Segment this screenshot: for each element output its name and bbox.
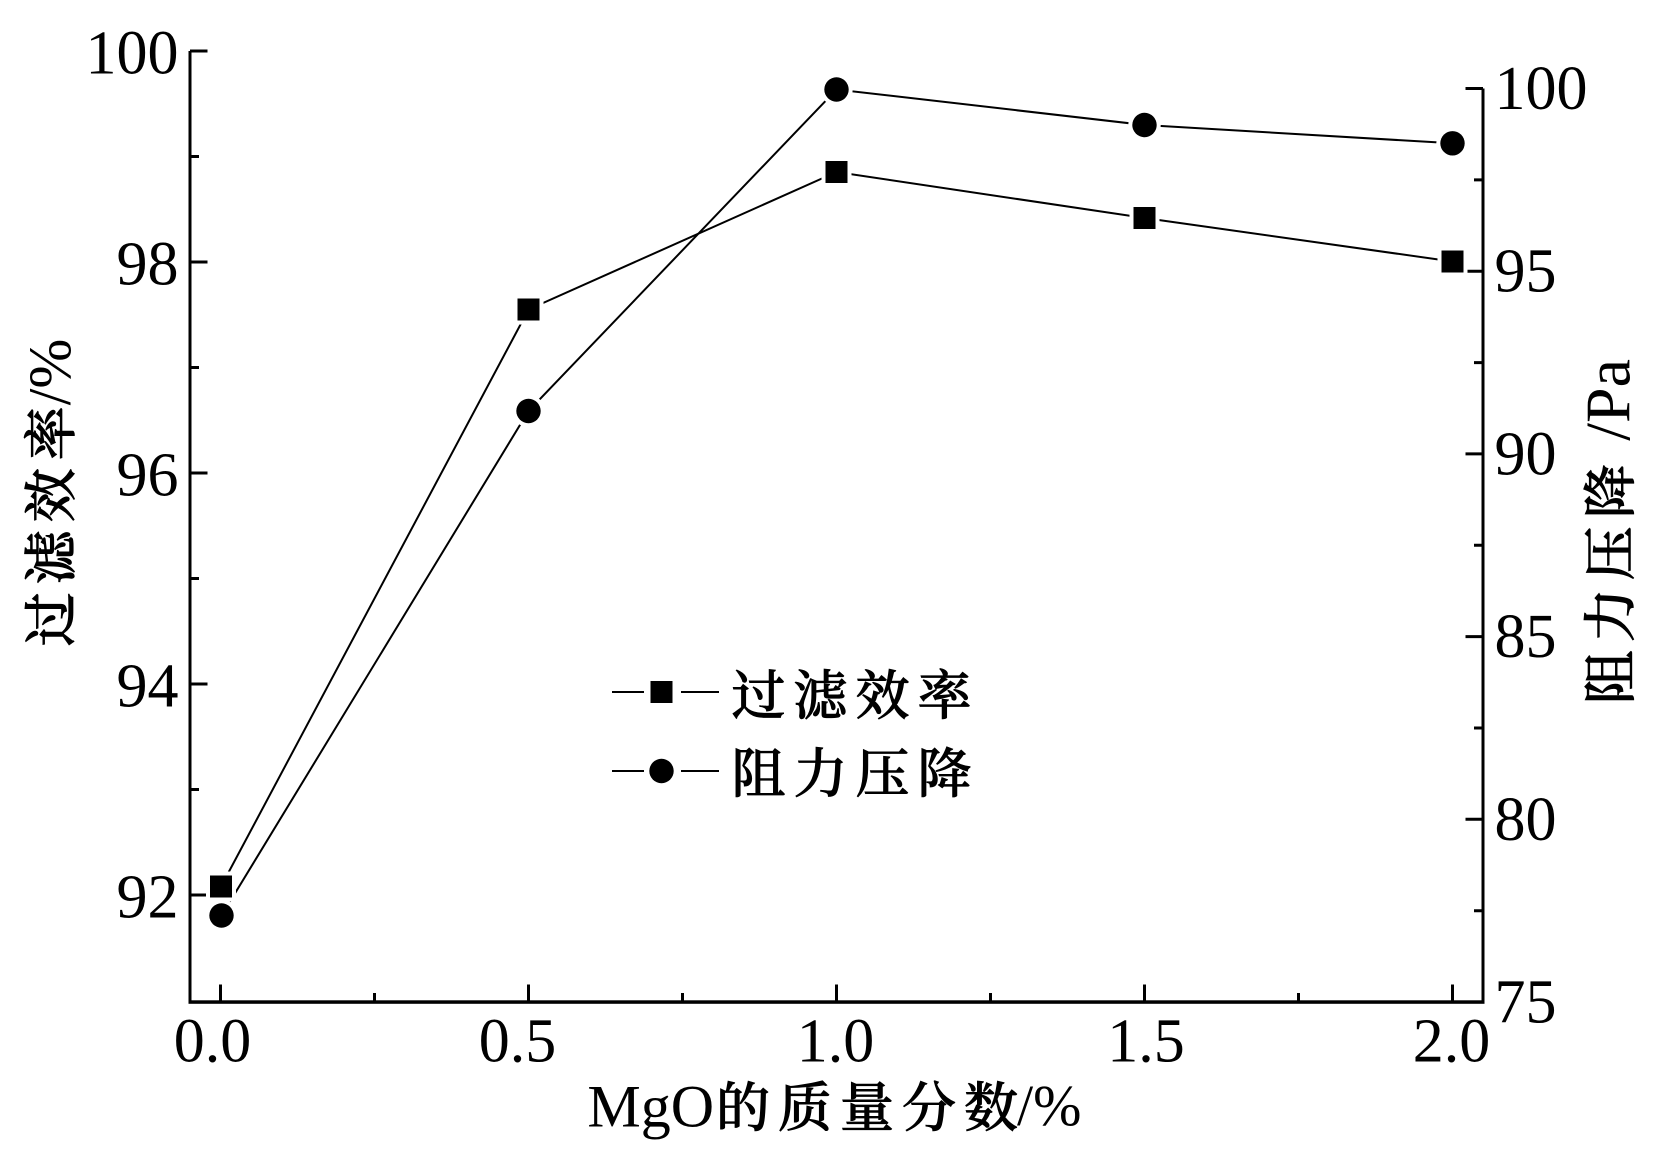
svg-text:1.5: 1.5 xyxy=(1107,1008,1185,1076)
svg-text:90: 90 xyxy=(1495,420,1557,488)
svg-text:96: 96 xyxy=(117,442,179,510)
svg-text:100: 100 xyxy=(86,20,179,88)
svg-text:100: 100 xyxy=(1495,55,1588,123)
svg-text:75: 75 xyxy=(1495,969,1557,1037)
svg-text:/%: /% xyxy=(17,339,83,406)
svg-text:85: 85 xyxy=(1495,603,1557,671)
svg-text:MgO: MgO xyxy=(587,1074,714,1140)
svg-text:80: 80 xyxy=(1495,786,1557,854)
svg-text:94: 94 xyxy=(117,653,179,721)
svg-text:0.5: 0.5 xyxy=(479,1008,557,1076)
svg-text:1.0: 1.0 xyxy=(797,1008,875,1076)
svg-text:98: 98 xyxy=(117,231,179,299)
svg-text:/Pa: /Pa xyxy=(1572,359,1643,441)
svg-text:2.0: 2.0 xyxy=(1413,1008,1491,1076)
svg-text:0.0: 0.0 xyxy=(174,1008,252,1076)
svg-text:92: 92 xyxy=(117,864,179,932)
svg-text:95: 95 xyxy=(1495,238,1557,306)
svg-text:/%: /% xyxy=(1017,1073,1081,1138)
